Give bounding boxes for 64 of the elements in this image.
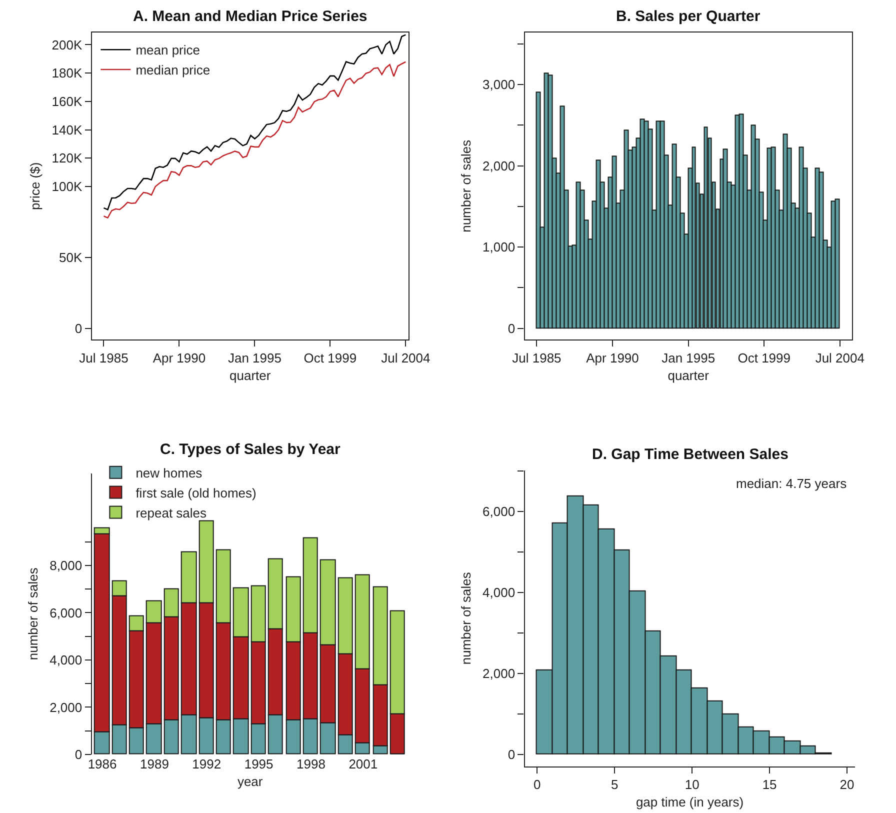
y-axis-title: number of sales — [458, 139, 474, 232]
x-tick-label: 20 — [840, 777, 854, 792]
x-tick-label: 5 — [611, 777, 618, 792]
x-tick-label: Oct 1999 — [304, 350, 357, 366]
chart-title: B. Sales per Quarter — [616, 8, 760, 25]
x-tick-label: 0 — [534, 777, 541, 792]
y-tick-label: 2,000 — [50, 700, 82, 715]
y-tick-label: 8,000 — [50, 558, 82, 574]
chart-title: D. Gap Time Between Sales — [592, 446, 788, 463]
x-tick-label: Apr 1990 — [586, 350, 639, 366]
x-tick-label: Oct 1999 — [738, 350, 790, 366]
x-tick-label: Jul 1985 — [512, 350, 562, 366]
bar — [536, 92, 541, 329]
y-tick-label: 100K — [52, 179, 82, 194]
y-tick-label: 140K — [52, 122, 82, 138]
legend-label: mean price — [136, 42, 200, 58]
y-axis-title: price ($) — [28, 162, 43, 210]
x-tick-label: 1998 — [296, 756, 326, 772]
x-tick-label: Jul 2004 — [381, 350, 430, 366]
x-tick-label: 15 — [762, 777, 777, 792]
line-series — [103, 61, 406, 218]
y-tick-label: 160K — [52, 94, 82, 109]
y-axis-title: number of sales — [26, 567, 41, 660]
y-tick-label: 2,000 — [482, 666, 516, 682]
chart-title: A. Mean and Median Price Series — [133, 8, 368, 25]
y-tick-label: 2,000 — [482, 158, 516, 174]
x-axis-title: quarter — [230, 368, 272, 383]
x-tick-label: 1995 — [244, 756, 274, 772]
y-tick-label: 1,000 — [482, 240, 516, 255]
legend-label: repeat sales — [136, 505, 208, 520]
y-tick-label: 0 — [74, 320, 82, 336]
x-tick-label: Jul 2004 — [815, 350, 864, 366]
x-tick-label: 2001 — [348, 756, 378, 772]
x-tick-label: 1986 — [88, 756, 117, 772]
chart-title: C. Types of Sales by Year — [160, 441, 341, 458]
x-tick-label: Jul 1985 — [79, 350, 128, 366]
x-tick-label: Jan 1995 — [662, 350, 716, 366]
x-tick-label: 10 — [684, 777, 700, 792]
y-tick-label: 0 — [508, 320, 516, 336]
x-axis-title: gap time (in years) — [636, 794, 744, 810]
y-tick-label: 6,000 — [50, 605, 82, 620]
y-tick-label: 120K — [52, 150, 82, 166]
bar — [704, 126, 708, 329]
annotation: median: 4.75 years — [736, 476, 848, 491]
legend-label: median price — [136, 62, 210, 78]
y-tick-label: 200K — [52, 37, 82, 52]
line-series — [103, 34, 406, 210]
x-axis-title: year — [237, 774, 264, 790]
legend-label: first sale (old homes) — [136, 485, 256, 500]
y-tick-label: 180K — [52, 66, 82, 81]
bar — [834, 198, 840, 329]
y-tick-label: 4,000 — [50, 652, 82, 668]
y-tick-label: 50K — [59, 250, 82, 265]
y-tick-label: 3,000 — [482, 77, 516, 92]
x-axis-title: quarter — [668, 368, 710, 383]
y-tick-label: 4,000 — [482, 585, 516, 600]
x-tick-label: Jan 1995 — [228, 350, 282, 366]
x-tick-label: 1989 — [140, 756, 169, 772]
x-tick-label: Apr 1990 — [152, 350, 206, 366]
bar — [692, 146, 696, 329]
y-axis-title: number of sales — [458, 572, 474, 665]
y-tick-label: 6,000 — [482, 504, 516, 520]
x-tick-label: 1992 — [192, 756, 222, 772]
legend-label: new homes — [136, 465, 203, 480]
